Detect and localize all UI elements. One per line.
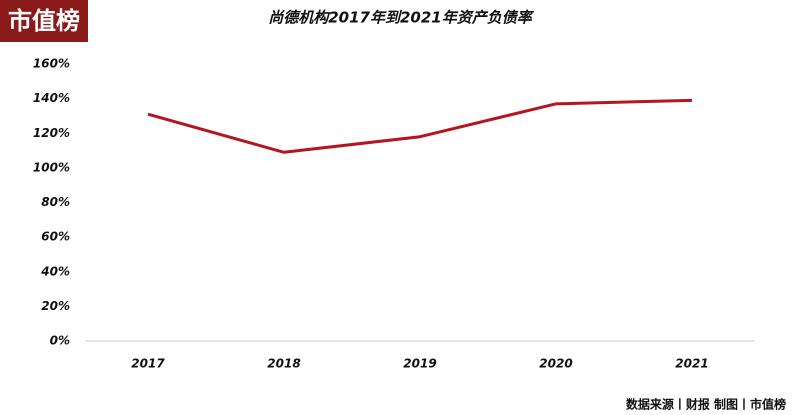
logo-box [0, 0, 88, 42]
x-tick-label: 2021 [675, 357, 708, 371]
x-tick-label: 2020 [539, 357, 572, 371]
y-tick-label: 120% [33, 126, 70, 140]
data-line [147, 98, 693, 154]
x-tick-label: 2017 [131, 357, 165, 371]
y-tick-label: 160% [33, 57, 70, 71]
y-tick-label: 40% [40, 264, 70, 278]
footer: 数据来源丨财报 制图丨市值榜 [626, 397, 786, 412]
y-tick-label: 0% [50, 334, 70, 348]
x-tick-label: 2018 [267, 357, 300, 371]
y-tick-label: 60% [41, 230, 70, 244]
y-tick-label: 80% [41, 195, 70, 209]
x-tick-label: 2019 [403, 357, 436, 371]
logo: 市值榜 [8, 7, 80, 35]
y-tick-label: 100% [33, 160, 70, 174]
y-tick-label: 20% [41, 299, 70, 313]
chart-title: 尚德机构2017年到2021年资产负债率 [268, 9, 534, 27]
y-tick-label: 140% [33, 91, 70, 105]
